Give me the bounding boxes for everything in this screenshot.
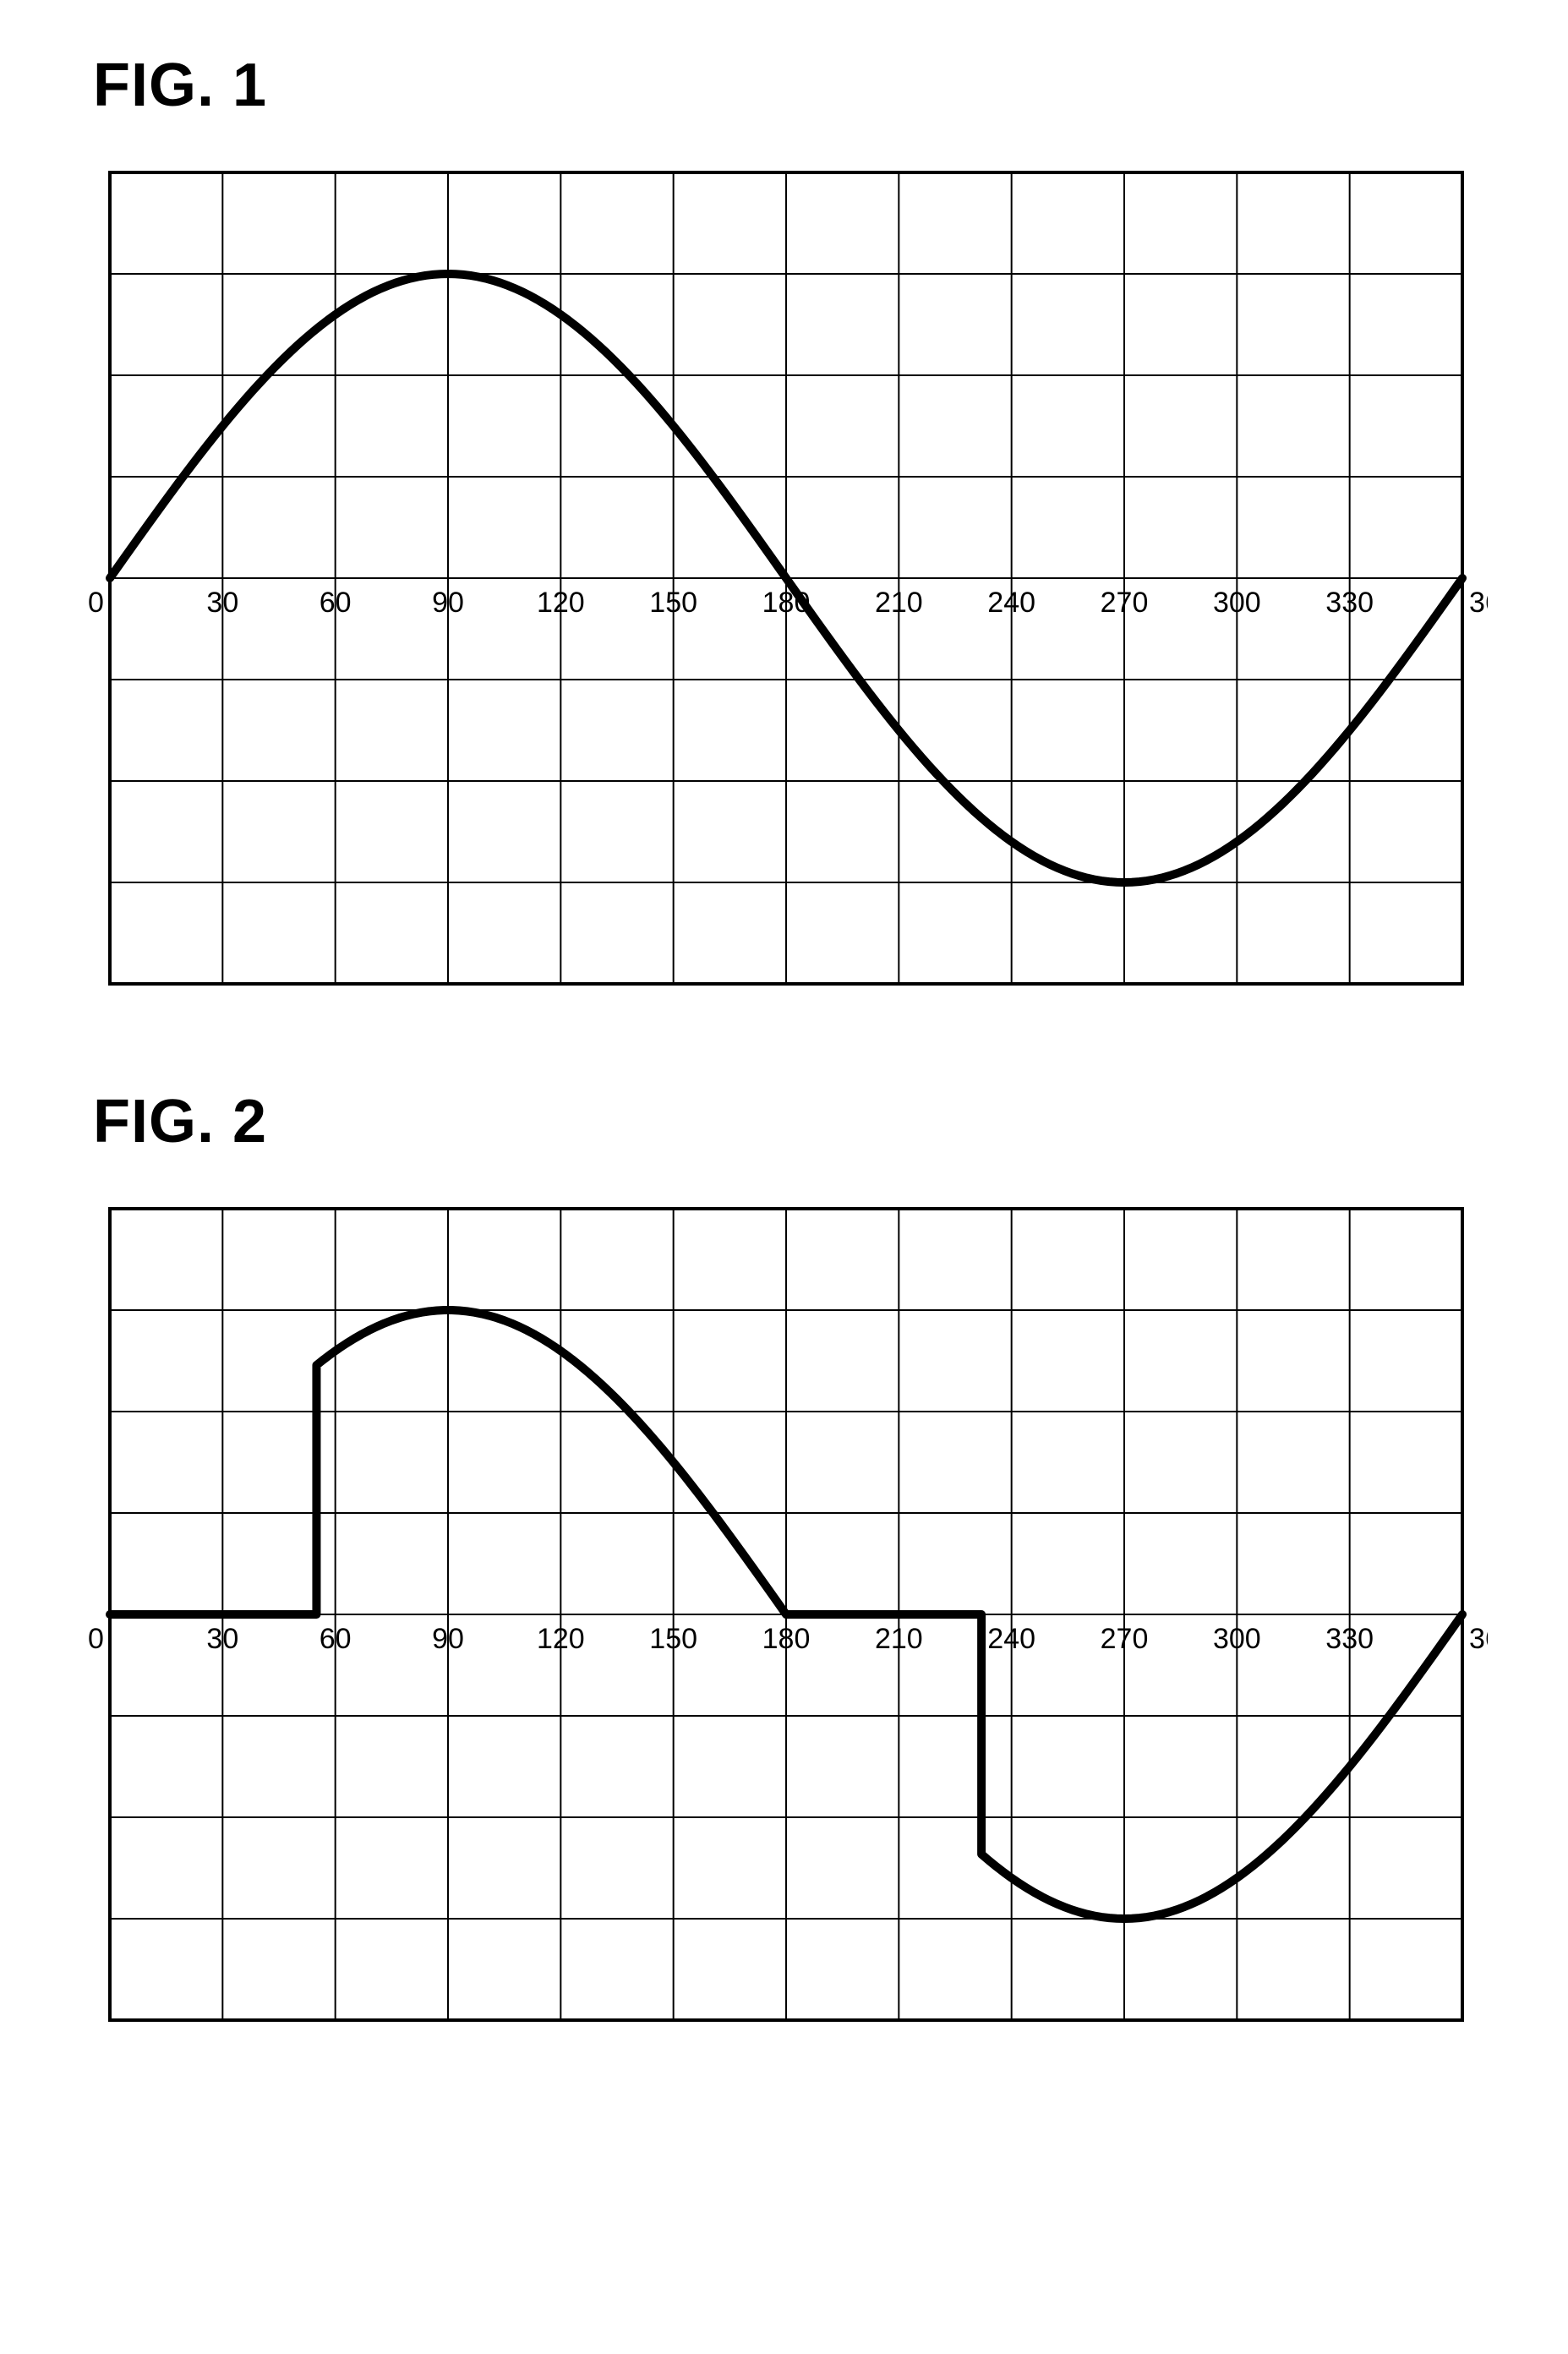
x-tick-label: 60: [320, 587, 352, 619]
x-tick-label: 240: [987, 1623, 1035, 1655]
figure-1-chart: 0306090120150180210240270300330360: [85, 171, 1483, 986]
x-tick-label: 270: [1101, 1623, 1149, 1655]
figure-1-title: FIG. 1: [93, 51, 1483, 120]
x-tick-label: 360: [1469, 587, 1488, 619]
page-container: FIG. 1 030609012015018021024027030033036…: [0, 0, 1568, 2208]
figure-2-chart: 0306090120150180210240270300330360: [85, 1207, 1483, 2022]
x-tick-label: 60: [320, 1623, 352, 1655]
x-tick-label: 120: [537, 1623, 585, 1655]
figure-1-block: FIG. 1 030609012015018021024027030033036…: [85, 51, 1483, 986]
x-tick-label: 30: [206, 587, 238, 619]
x-tick-label: 210: [875, 1623, 923, 1655]
x-tick-label: 120: [537, 587, 585, 619]
x-tick-label: 150: [649, 587, 697, 619]
x-tick-label: 0: [88, 587, 104, 619]
x-tick-label: 330: [1325, 587, 1374, 619]
x-tick-label: 150: [649, 1623, 697, 1655]
x-tick-label: 360: [1469, 1623, 1488, 1655]
x-tick-label: 240: [987, 587, 1035, 619]
x-tick-label: 90: [432, 587, 464, 619]
figure-2-block: FIG. 2 030609012015018021024027030033036…: [85, 1087, 1483, 2022]
x-tick-label: 90: [432, 1623, 464, 1655]
x-tick-label: 270: [1101, 587, 1149, 619]
x-tick-label: 300: [1213, 1623, 1261, 1655]
x-tick-label: 300: [1213, 587, 1261, 619]
x-tick-label: 210: [875, 587, 923, 619]
x-tick-label: 330: [1325, 1623, 1374, 1655]
x-tick-label: 180: [762, 1623, 811, 1655]
x-tick-label: 0: [88, 1623, 104, 1655]
figure-2-title: FIG. 2: [93, 1087, 1483, 1156]
x-tick-label: 30: [206, 1623, 238, 1655]
